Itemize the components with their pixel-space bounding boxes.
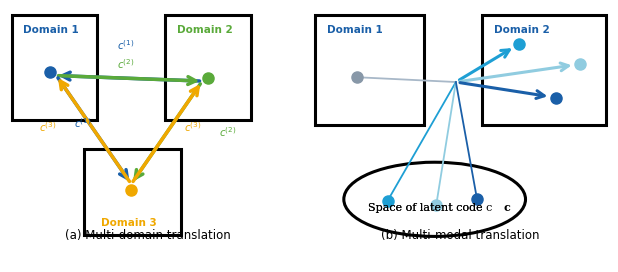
Bar bbox=[166, 15, 251, 120]
Bar bbox=[85, 149, 181, 235]
Bar bbox=[12, 15, 97, 120]
Text: $\mathbf{\mathit{c}}^{(2)}$: $\mathbf{\mathit{c}}^{(2)}$ bbox=[117, 57, 134, 71]
Text: $\mathbf{\mathit{c}}^{(1)}$: $\mathbf{\mathit{c}}^{(1)}$ bbox=[117, 38, 134, 52]
Text: $\mathbf{\mathit{c}}^{(3)}$: $\mathbf{\mathit{c}}^{(3)}$ bbox=[184, 120, 201, 134]
Text: Domain 3: Domain 3 bbox=[101, 218, 157, 228]
Text: Domain 2: Domain 2 bbox=[177, 24, 232, 35]
Text: Domain 1: Domain 1 bbox=[23, 24, 79, 35]
Bar bbox=[481, 15, 606, 125]
Text: (a) Multi-domain translation: (a) Multi-domain translation bbox=[66, 229, 231, 242]
Bar bbox=[315, 15, 424, 125]
Text: Domain 1: Domain 1 bbox=[327, 24, 383, 35]
Text: (b) Multi-modal translation: (b) Multi-modal translation bbox=[381, 229, 540, 242]
Text: c: c bbox=[504, 202, 511, 213]
Text: Space of latent code c: Space of latent code c bbox=[368, 203, 493, 213]
Text: $\mathbf{\mathit{c}}^{(3)}$: $\mathbf{\mathit{c}}^{(3)}$ bbox=[39, 120, 56, 134]
Text: $\mathbf{\mathit{c}}^{(2)}$: $\mathbf{\mathit{c}}^{(2)}$ bbox=[219, 125, 237, 139]
Text: Space of latent code: Space of latent code bbox=[368, 203, 486, 213]
Text: $\mathbf{\mathit{c}}^{(1)}$: $\mathbf{\mathit{c}}^{(1)}$ bbox=[74, 116, 91, 130]
Text: Domain 2: Domain 2 bbox=[494, 24, 549, 35]
